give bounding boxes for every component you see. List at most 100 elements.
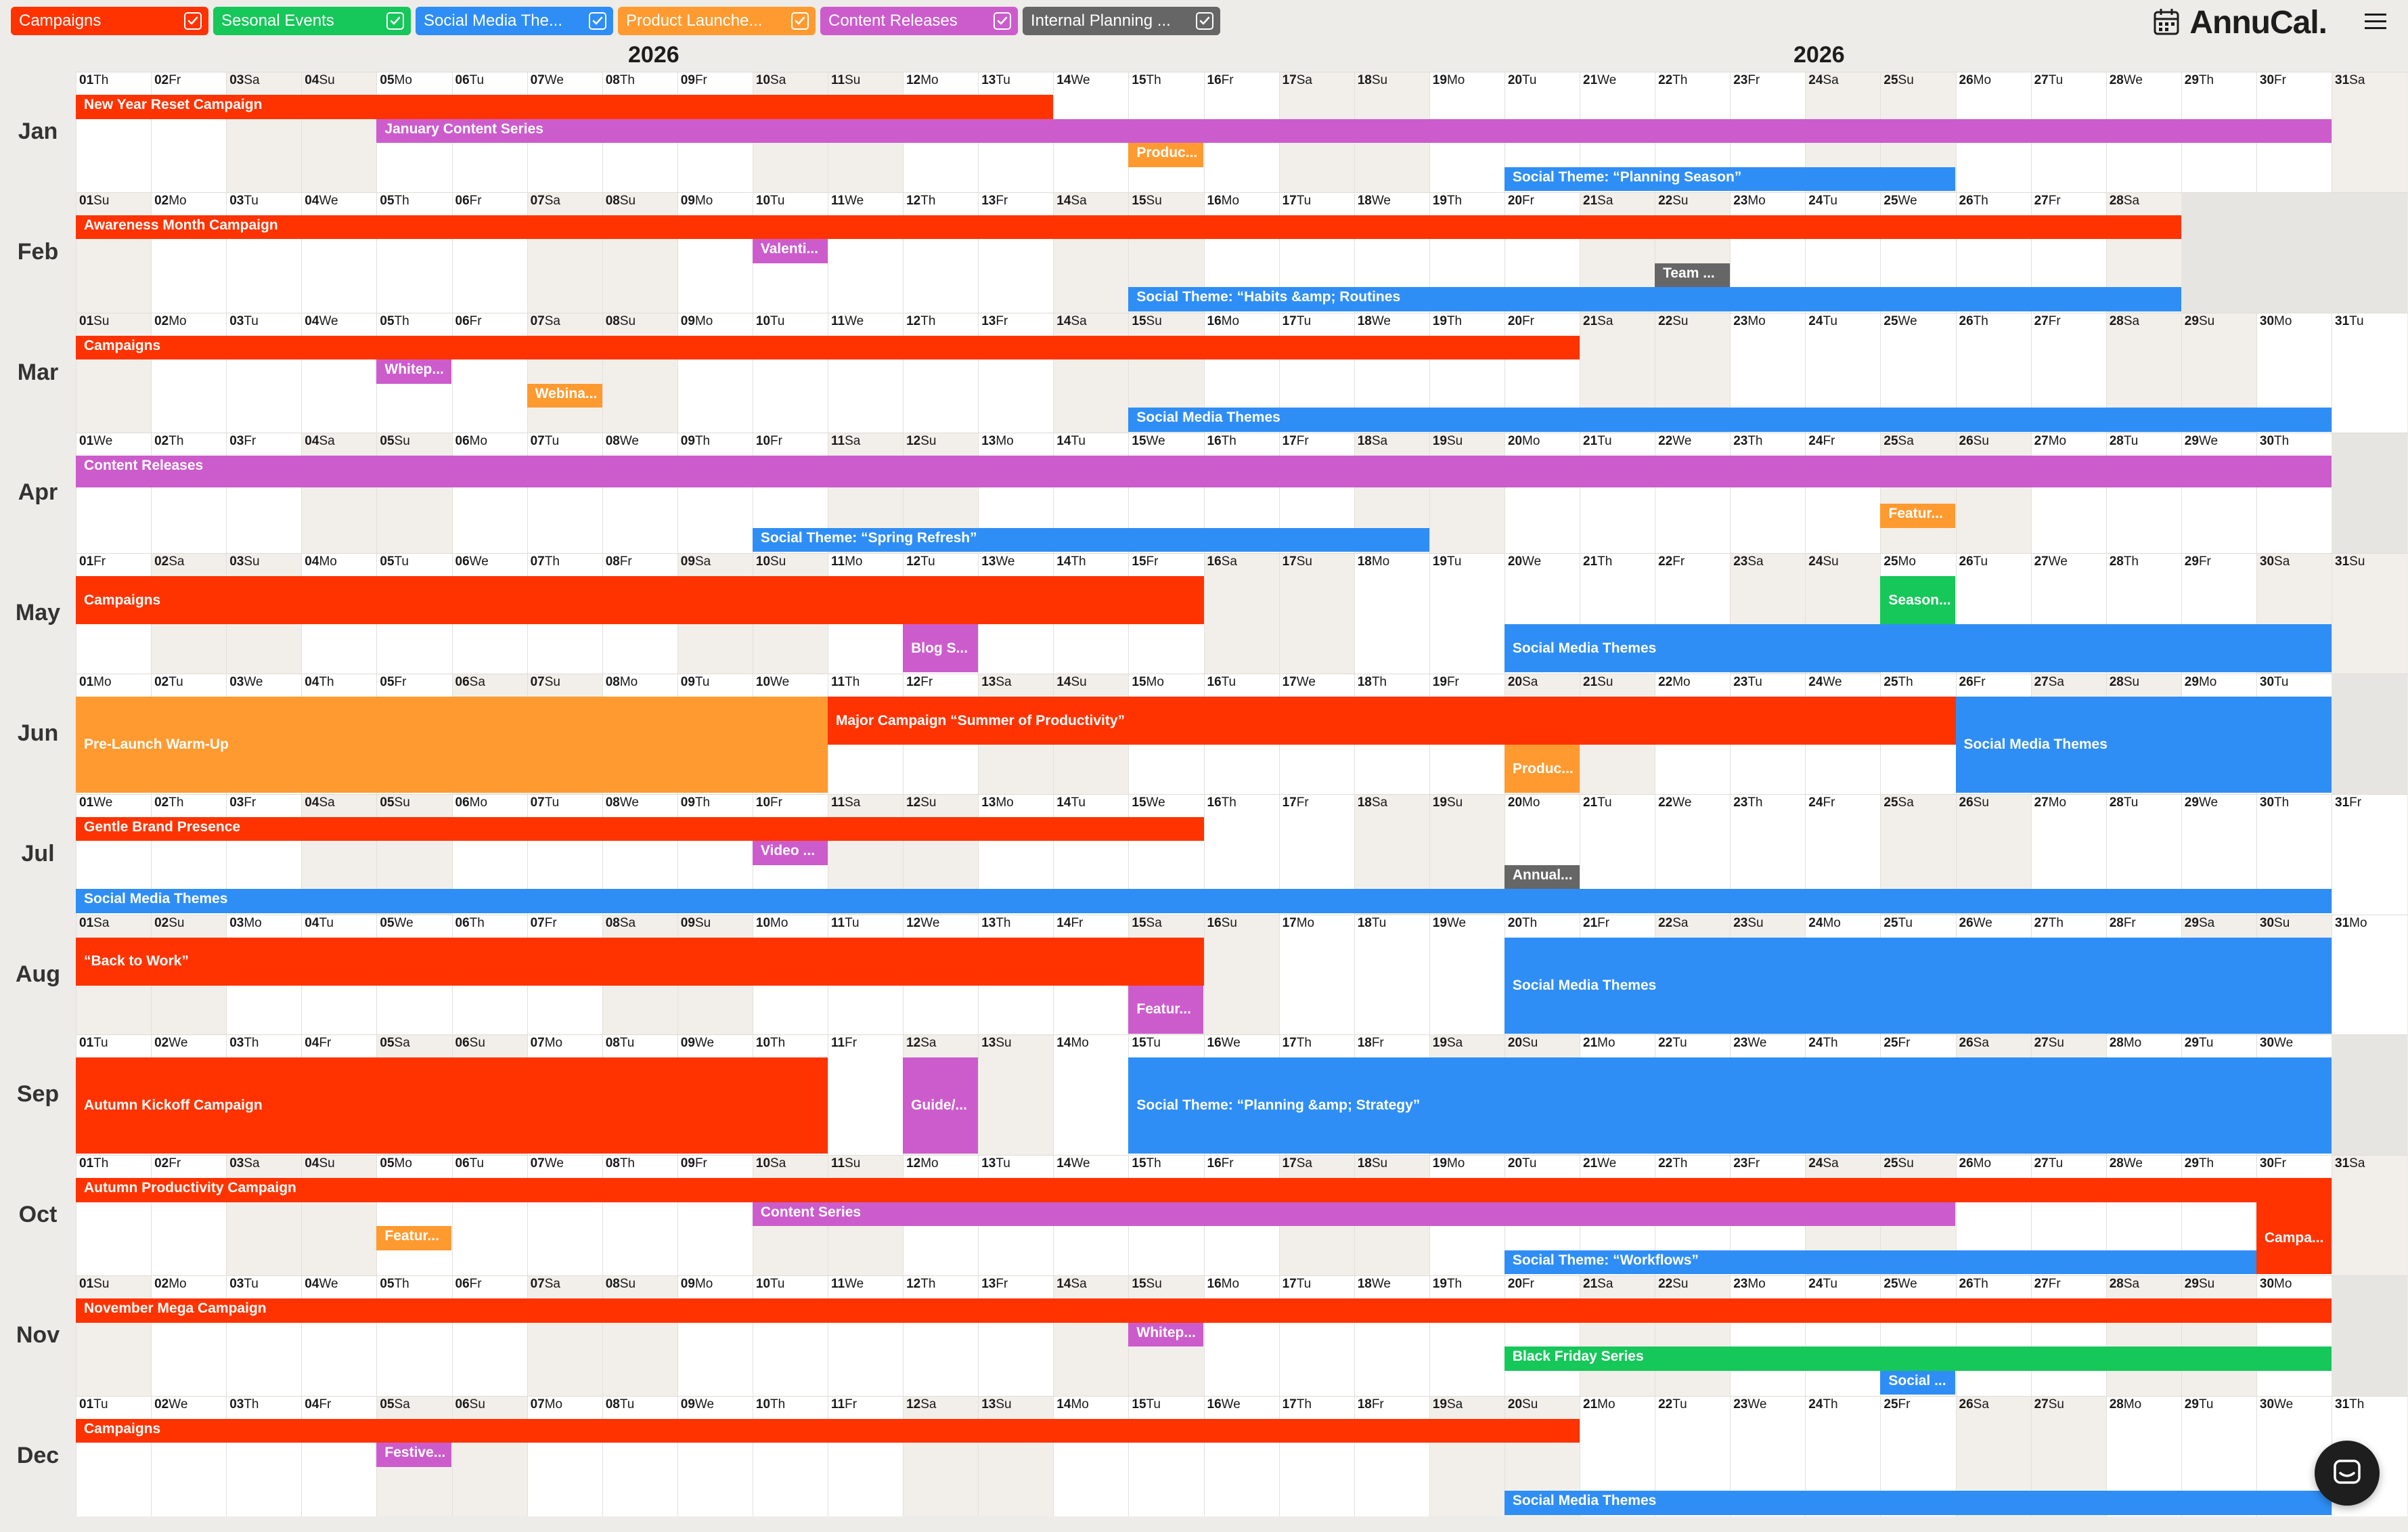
day-cell[interactable]: 24Tu xyxy=(1805,1275,1881,1396)
day-cell[interactable]: 07We xyxy=(527,1155,603,1275)
day-cell[interactable]: 21Sa xyxy=(1580,1275,1656,1396)
checkbox-icon[interactable] xyxy=(791,12,809,30)
day-cell[interactable]: 06Fr xyxy=(451,192,528,313)
day-cell[interactable]: 30Mo xyxy=(2256,1275,2332,1396)
day-cell[interactable]: 05Mo xyxy=(376,1155,453,1275)
event-bar-seasonal[interactable]: Season... xyxy=(1880,576,1956,625)
day-cell[interactable]: 29Su xyxy=(2181,1275,2257,1396)
day-cell[interactable]: 29We xyxy=(2181,433,2257,554)
day-cell[interactable]: 07Mo xyxy=(527,1395,603,1516)
event-bar-product[interactable]: Pre-Launch Warm-Up xyxy=(76,697,828,793)
day-cell[interactable]: 04Su xyxy=(301,72,378,192)
day-cell[interactable]: 09Th xyxy=(677,433,753,554)
day-cell[interactable]: 18Mo xyxy=(1354,553,1430,674)
filter-pill-internal-planning[interactable]: Internal Planning ... xyxy=(1023,7,1220,35)
day-cell[interactable]: 26Su xyxy=(1955,433,2032,554)
day-cell[interactable]: 28Tu xyxy=(2105,433,2182,554)
filter-pill-product-launche[interactable]: Product Launche... xyxy=(618,7,816,35)
event-bar-social[interactable]: Social Media Themes xyxy=(1128,408,2332,432)
day-cell[interactable]: 14Mo xyxy=(1053,1034,1130,1156)
day-cell[interactable]: 10Tu xyxy=(752,1275,828,1396)
day-cell[interactable]: 04Sa xyxy=(301,433,378,554)
event-bar-campaigns[interactable]: Campa... xyxy=(2256,1202,2332,1275)
event-bar-social[interactable]: Social ... xyxy=(1880,1370,1956,1395)
chat-support-button[interactable] xyxy=(2315,1441,2380,1506)
day-cell[interactable]: 11Fr xyxy=(828,1034,904,1156)
filter-pill-social-media-the[interactable]: Social Media The... xyxy=(416,7,613,35)
day-cell[interactable]: 17Th xyxy=(1278,1395,1355,1516)
event-bar-product[interactable]: Featur... xyxy=(376,1226,452,1250)
event-bar-content[interactable]: Valenti... xyxy=(752,239,828,263)
event-bar-campaigns[interactable]: Autumn Productivity Campaign xyxy=(76,1178,2332,1202)
day-cell[interactable]: 05Su xyxy=(376,433,453,554)
day-cell[interactable]: 30Th xyxy=(2256,433,2332,554)
day-cell[interactable]: 18Tu xyxy=(1354,914,1430,1035)
day-cell[interactable]: 05Th xyxy=(376,1275,453,1396)
day-cell[interactable]: 01Su xyxy=(76,1275,152,1396)
event-bar-internal[interactable]: Annual... xyxy=(1504,865,1580,890)
day-cell[interactable]: 12Sa xyxy=(903,1395,979,1516)
event-bar-campaigns[interactable]: Autumn Kickoff Campaign xyxy=(76,1057,828,1154)
event-bar-content[interactable]: Guide/... xyxy=(903,1057,979,1154)
event-bar-product[interactable]: Produc... xyxy=(1504,745,1580,793)
event-bar-campaigns[interactable]: Awareness Month Campaign xyxy=(76,215,2181,240)
day-cell[interactable]: 31Sa xyxy=(2332,1155,2408,1275)
day-cell[interactable]: 11Fr xyxy=(828,1395,904,1516)
checkbox-icon[interactable] xyxy=(994,12,1011,30)
filter-pill-campaigns[interactable]: Campaigns xyxy=(11,7,208,35)
filter-pill-content-releases[interactable]: Content Releases xyxy=(820,7,1018,35)
event-bar-internal[interactable]: Team ... xyxy=(1655,263,1731,288)
event-bar-content[interactable]: January Content Series xyxy=(376,118,2332,143)
day-cell[interactable]: 11We xyxy=(828,312,904,433)
event-bar-social[interactable]: Social Theme: “Workflows” xyxy=(1504,1250,2256,1275)
event-bar-campaigns[interactable]: “Back to Work” xyxy=(76,937,1204,986)
day-cell[interactable]: 11We xyxy=(828,192,904,313)
day-cell[interactable]: 02Th xyxy=(151,433,227,554)
day-cell[interactable]: 13Fr xyxy=(978,192,1054,313)
day-cell[interactable]: 19Th xyxy=(1429,1275,1505,1396)
day-cell[interactable]: 14Sa xyxy=(1053,1275,1130,1396)
day-cell[interactable]: 13Fr xyxy=(978,312,1054,433)
event-bar-content[interactable]: Whitep... xyxy=(1128,1322,1204,1347)
day-cell[interactable]: 05Th xyxy=(376,192,453,313)
day-cell[interactable]: 22We xyxy=(1655,433,1731,554)
event-bar-content[interactable]: Video ... xyxy=(752,841,828,865)
event-bar-social[interactable]: Social Media Themes xyxy=(1955,697,2332,793)
day-cell[interactable]: 04We xyxy=(301,1275,378,1396)
day-cell[interactable]: 20Mo xyxy=(1504,433,1580,554)
day-cell[interactable]: 03Sa xyxy=(226,72,303,192)
event-bar-campaigns[interactable]: November Mega Campaign xyxy=(76,1298,2332,1323)
day-cell[interactable]: 22Su xyxy=(1655,1275,1731,1396)
day-cell[interactable]: 04Fr xyxy=(301,1395,378,1516)
day-cell[interactable]: 09We xyxy=(677,1395,753,1516)
day-cell[interactable]: 20Fr xyxy=(1504,1275,1580,1396)
day-cell[interactable]: 02Mo xyxy=(151,192,227,313)
day-cell[interactable]: 01Th xyxy=(76,1155,152,1275)
day-cell[interactable]: 16We xyxy=(1203,1395,1280,1516)
event-bar-social[interactable]: Social Media Themes xyxy=(1504,937,2332,1034)
day-cell[interactable]: 06Su xyxy=(451,1395,528,1516)
day-cell[interactable]: 06Tu xyxy=(451,1155,528,1275)
day-cell[interactable]: 10Th xyxy=(752,1395,828,1516)
day-cell[interactable]: 19Tu xyxy=(1429,553,1505,674)
checkbox-icon[interactable] xyxy=(184,12,202,30)
day-cell[interactable]: 02Mo xyxy=(151,1275,227,1396)
day-cell[interactable]: 01Tu xyxy=(76,1395,152,1516)
event-bar-product[interactable]: Produc... xyxy=(1128,143,1204,167)
event-bar-campaigns[interactable]: Campaigns xyxy=(76,576,1204,625)
day-cell[interactable]: 08Tu xyxy=(602,1395,678,1516)
day-cell[interactable]: 15Tu xyxy=(1128,1395,1205,1516)
day-cell[interactable]: 12Th xyxy=(903,312,979,433)
day-cell[interactable]: 09Fr xyxy=(677,1155,753,1275)
day-cell[interactable]: 26Th xyxy=(1955,1275,2032,1396)
day-cell[interactable]: 08Th xyxy=(602,1155,678,1275)
day-cell[interactable]: 01Su xyxy=(76,312,152,433)
day-cell[interactable]: 16Su xyxy=(1203,914,1280,1035)
day-cell[interactable]: 02Fr xyxy=(151,72,227,192)
day-cell[interactable]: 01Th xyxy=(76,72,152,192)
day-cell[interactable]: 27Mo xyxy=(2030,433,2107,554)
day-cell[interactable]: 31Sa xyxy=(2332,72,2408,192)
day-cell[interactable]: 24Fr xyxy=(1805,433,1881,554)
day-cell[interactable]: 31Tu xyxy=(2332,312,2408,433)
day-cell[interactable]: 31Mo xyxy=(2332,914,2408,1035)
